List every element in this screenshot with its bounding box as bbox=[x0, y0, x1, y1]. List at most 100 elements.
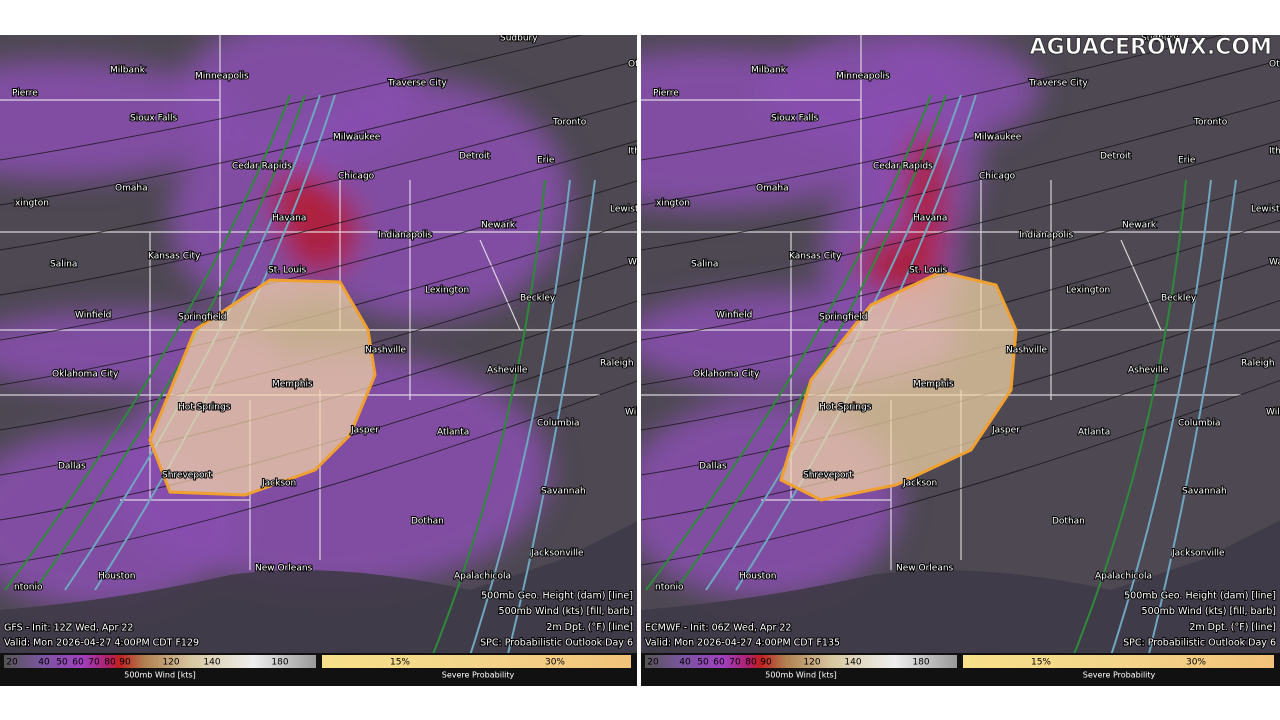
city-label: Columbia bbox=[1178, 419, 1221, 429]
wind-tick-label: 120 bbox=[803, 658, 820, 668]
city-label: Omaha bbox=[115, 184, 148, 194]
wind-tick-label: 60 bbox=[72, 658, 84, 668]
city-label: Toronto bbox=[1193, 118, 1228, 128]
city-label: Sioux Falls bbox=[771, 114, 818, 124]
wind-tick-label: 20 bbox=[6, 658, 18, 668]
dewpoint-contour bbox=[1140, 179, 1237, 686]
city-label: Detroit bbox=[1100, 152, 1132, 162]
wind-scale-label: 500mb Wind [kts] bbox=[124, 671, 196, 680]
city-label: Indianapolis bbox=[1019, 231, 1074, 241]
wind-tick-label: 50 bbox=[56, 658, 68, 668]
state-line bbox=[1120, 239, 1162, 331]
legend-text: SPC: Probabilistic Outlook Day 6 bbox=[1123, 638, 1276, 649]
city-label: New Orleans bbox=[896, 564, 954, 574]
city-label: Chicago bbox=[979, 172, 1016, 182]
dewpoint-contour bbox=[645, 94, 932, 591]
severe-colorbar bbox=[322, 655, 631, 668]
map-panel: Sudbury Milbank Minneapolis Otta Pierre Trave… bbox=[641, 34, 1280, 686]
severe-outlook bbox=[779, 270, 1018, 502]
city-label: Havana bbox=[913, 214, 947, 224]
height-contour bbox=[641, 35, 1224, 161]
city-label: Dallas bbox=[699, 462, 727, 472]
wind-tick-label: 20 bbox=[647, 658, 659, 668]
legend-text: 500mb Wind (kts) [fill, barb] bbox=[1142, 606, 1276, 617]
city-label: Oklahoma City bbox=[52, 370, 119, 380]
wind-tick-label: 140 bbox=[203, 658, 220, 668]
city-label: Newark bbox=[481, 221, 516, 231]
city-label: Jacksonville bbox=[530, 549, 584, 559]
city-label: Atlanta bbox=[437, 428, 469, 438]
wind-tick-label: 180 bbox=[912, 658, 929, 668]
city-label: Dothan bbox=[411, 517, 444, 527]
model-init: ECMWF - Init: 06Z Wed, Apr 22 bbox=[645, 623, 791, 634]
water bbox=[641, 520, 1280, 686]
city-label: Havana bbox=[272, 214, 306, 224]
dewpoint-contour bbox=[675, 94, 947, 591]
model-init: GFS - Init: 12Z Wed, Apr 22 bbox=[4, 623, 133, 634]
city-label: Dallas bbox=[58, 462, 86, 472]
legend-text: SPC: Probabilistic Outlook Day 6 bbox=[480, 638, 633, 649]
wind-tick-label: 40 bbox=[679, 658, 691, 668]
legend-text: 500mb Geo. Height (dam) [line] bbox=[481, 591, 633, 602]
city-label: Pierre bbox=[12, 89, 38, 99]
city-label: xington bbox=[656, 199, 690, 209]
wind-tick-label: 140 bbox=[844, 658, 861, 668]
state-line bbox=[479, 239, 521, 331]
wind-tick-label: 40 bbox=[38, 658, 50, 668]
city-label: Memphis bbox=[913, 380, 954, 390]
city-label: Apalachicola bbox=[454, 572, 511, 582]
city-label: Columbia bbox=[537, 419, 580, 429]
city-label: Atlanta bbox=[1078, 428, 1110, 438]
height-contour bbox=[0, 140, 637, 296]
severe-tick-label: 15% bbox=[1031, 658, 1051, 668]
dewpoint-contour bbox=[459, 179, 571, 686]
city-label: Toronto bbox=[552, 118, 587, 128]
city-label: Springfield bbox=[178, 313, 226, 323]
dewpoint-contour bbox=[4, 94, 291, 591]
dewpoint-contour bbox=[1100, 179, 1212, 686]
severe-scale-label: Severe Probability bbox=[1083, 671, 1156, 680]
city-label: Jackson bbox=[902, 479, 937, 489]
city-label: ntonio bbox=[655, 583, 684, 593]
severe-colorbar bbox=[963, 655, 1274, 668]
wind-tick-label: 70 bbox=[729, 658, 741, 668]
city-label: Jackson bbox=[261, 479, 296, 489]
city-label: Winfield bbox=[75, 311, 111, 321]
city-label: Shreveport bbox=[162, 471, 212, 481]
watermark: AGUACEROWX.COM bbox=[1030, 35, 1272, 60]
city-label: Otta bbox=[1269, 60, 1280, 70]
city-label: Washi bbox=[1269, 258, 1280, 268]
legend-text: 500mb Wind (kts) [fill, barb] bbox=[499, 606, 633, 617]
city-label: Pierre bbox=[653, 89, 679, 99]
dewpoint-contour bbox=[419, 179, 546, 686]
city-label: Savannah bbox=[541, 487, 586, 497]
height-contour bbox=[641, 99, 1280, 251]
city-label: Sudbury bbox=[1141, 34, 1179, 44]
legend-text: 500mb Geo. Height (dam) [line] bbox=[1124, 591, 1276, 602]
city-label: Milbank bbox=[751, 66, 787, 76]
city-label: Ithac bbox=[1269, 147, 1280, 157]
city-label: Milbank bbox=[110, 66, 146, 76]
city-label: Wilmingt bbox=[625, 408, 665, 418]
city-label: Washi bbox=[628, 258, 655, 268]
city-label: Lewistown bbox=[1251, 205, 1280, 215]
dewpoint-contour bbox=[1060, 179, 1187, 686]
city-label: Asheville bbox=[1128, 366, 1169, 376]
city-label: Jasper bbox=[350, 426, 379, 436]
city-label: Traverse City bbox=[387, 79, 447, 89]
city-label: Minneapolis bbox=[195, 72, 249, 82]
wind-tick-label: 60 bbox=[713, 658, 725, 668]
city-label: Sudbury bbox=[500, 34, 538, 44]
city-label: Newark bbox=[1122, 221, 1157, 231]
city-label: xington bbox=[15, 199, 49, 209]
city-label: Detroit bbox=[459, 152, 491, 162]
city-label: Beckley bbox=[520, 294, 556, 304]
water bbox=[0, 521, 637, 686]
city-label: Hot Springs bbox=[178, 403, 231, 413]
city-label: Salina bbox=[50, 260, 77, 270]
city-label: Chicago bbox=[338, 172, 375, 182]
wind-tick-label: 180 bbox=[271, 658, 288, 668]
city-label: Milwaukee bbox=[333, 133, 381, 143]
city-label: Apalachicola bbox=[1095, 572, 1152, 582]
wind-colorbar bbox=[4, 655, 316, 668]
